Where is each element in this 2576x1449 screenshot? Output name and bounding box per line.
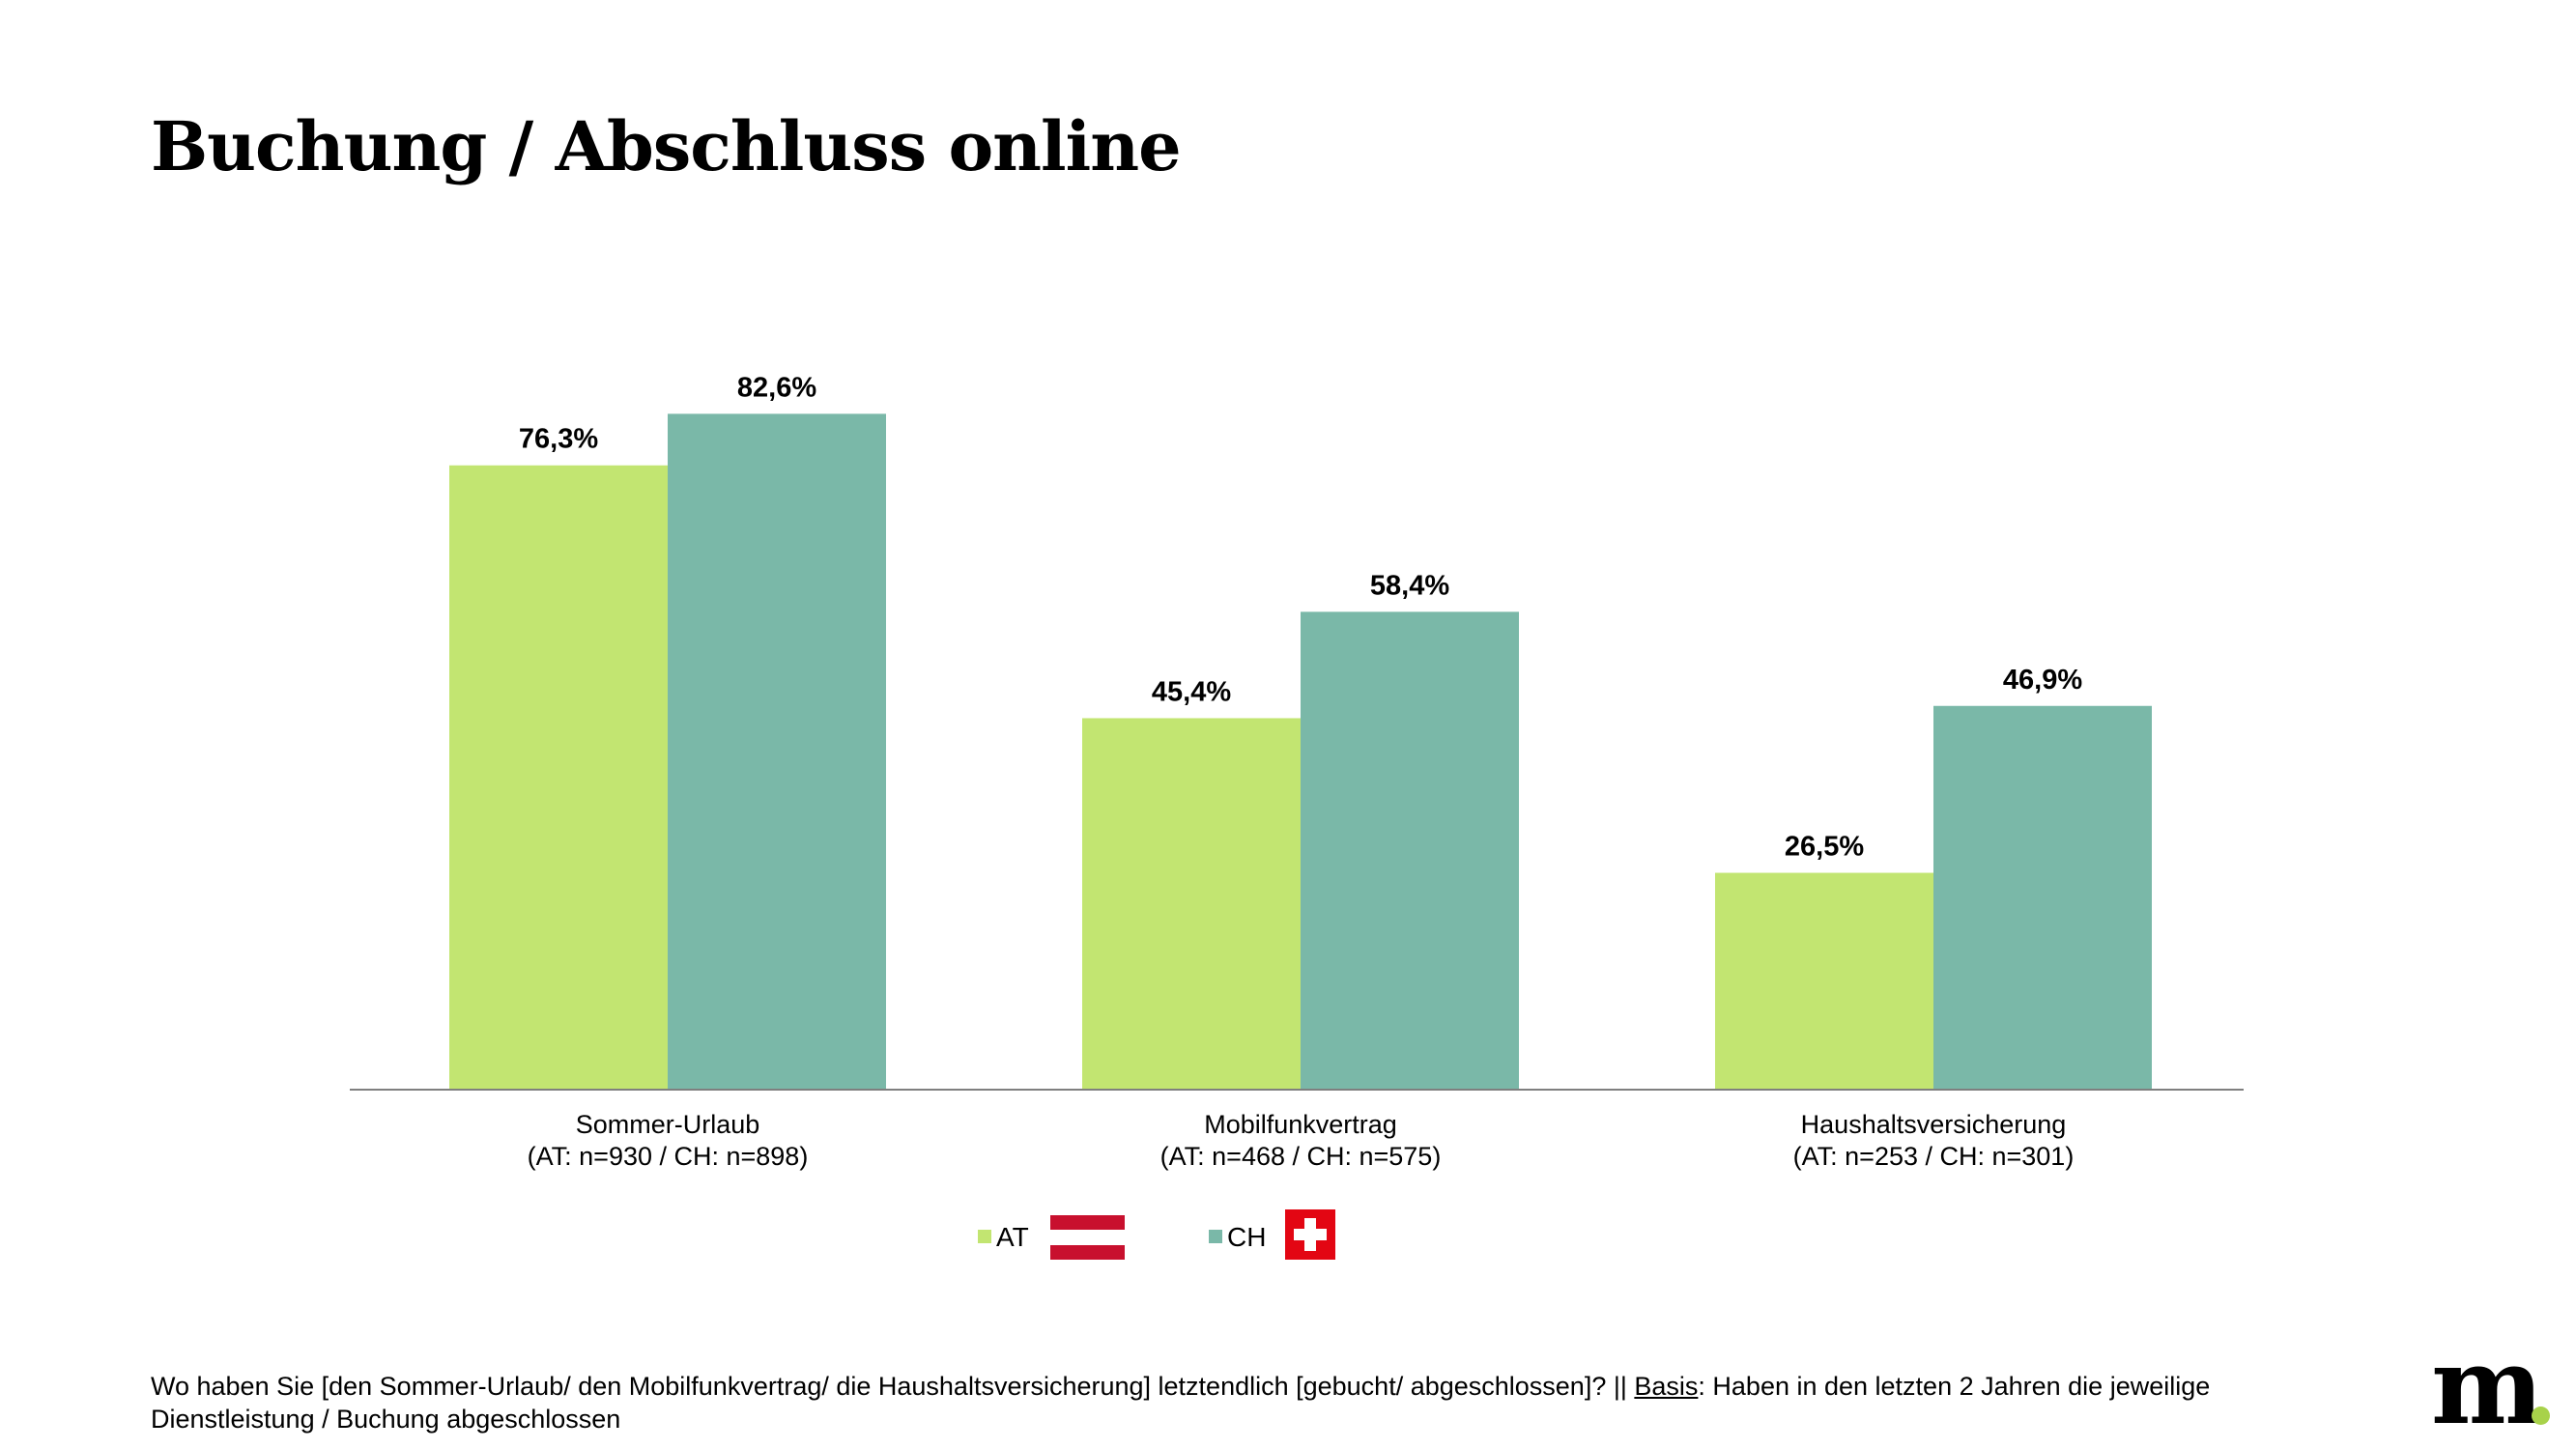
marketagent-logo: m [2431,1323,2543,1448]
legend-swatch-ch [1209,1230,1222,1243]
page-title: Buchung / Abschluss online [151,106,1182,186]
footnote-basis-label: Basis [1634,1372,1699,1401]
logo-dot [2532,1406,2550,1425]
value-label-at-2: 26,5% [1785,832,1864,863]
bar-ch-0 [668,413,886,1090]
category-label-1-1: (AT: n=468 / CH: n=575) [1160,1142,1442,1171]
footnote-basis-text: : Haben in den letzten 2 Jahren die jewe… [151,1372,2211,1434]
bar-at-2 [1715,872,1933,1090]
value-label-ch-0: 82,6% [737,372,816,403]
legend-swatch-at [978,1230,991,1243]
value-label-at-1: 45,4% [1152,676,1231,707]
legend-label-at: AT [996,1222,1029,1252]
value-label-at-0: 76,3% [519,424,598,455]
value-label-ch-1: 58,4% [1370,570,1449,601]
category-label-2-1: (AT: n=253 / CH: n=301) [1793,1142,2075,1171]
bar-ch-2 [1933,705,2152,1090]
switzerland-flag [1285,1209,1335,1260]
legend-label-ch: CH [1227,1222,1266,1252]
austria-flag [1050,1215,1125,1260]
legend: AT CH [978,1209,1335,1260]
bar-at-0 [449,465,668,1090]
category-label-0-1: (AT: n=930 / CH: n=898) [528,1142,809,1171]
category-label-0-0: Sommer-Urlaub [576,1110,760,1139]
bar-at-1 [1082,718,1301,1090]
footnote-question: Wo haben Sie [den Sommer-Urlaub/ den Mob… [151,1372,1635,1401]
category-label-2-0: Haushaltsversicherung [1801,1110,2067,1139]
footnote: Wo haben Sie [den Sommer-Urlaub/ den Mob… [151,1370,2334,1435]
value-label-ch-2: 46,9% [2003,665,2082,696]
bar-ch-1 [1301,611,1519,1090]
category-label-1-0: Mobilfunkvertrag [1204,1110,1397,1139]
bar-chart: 76,3% 82,6% 45,4% 58,4% 26,5% 46,9% Sommer-Ur… [350,372,2244,1260]
